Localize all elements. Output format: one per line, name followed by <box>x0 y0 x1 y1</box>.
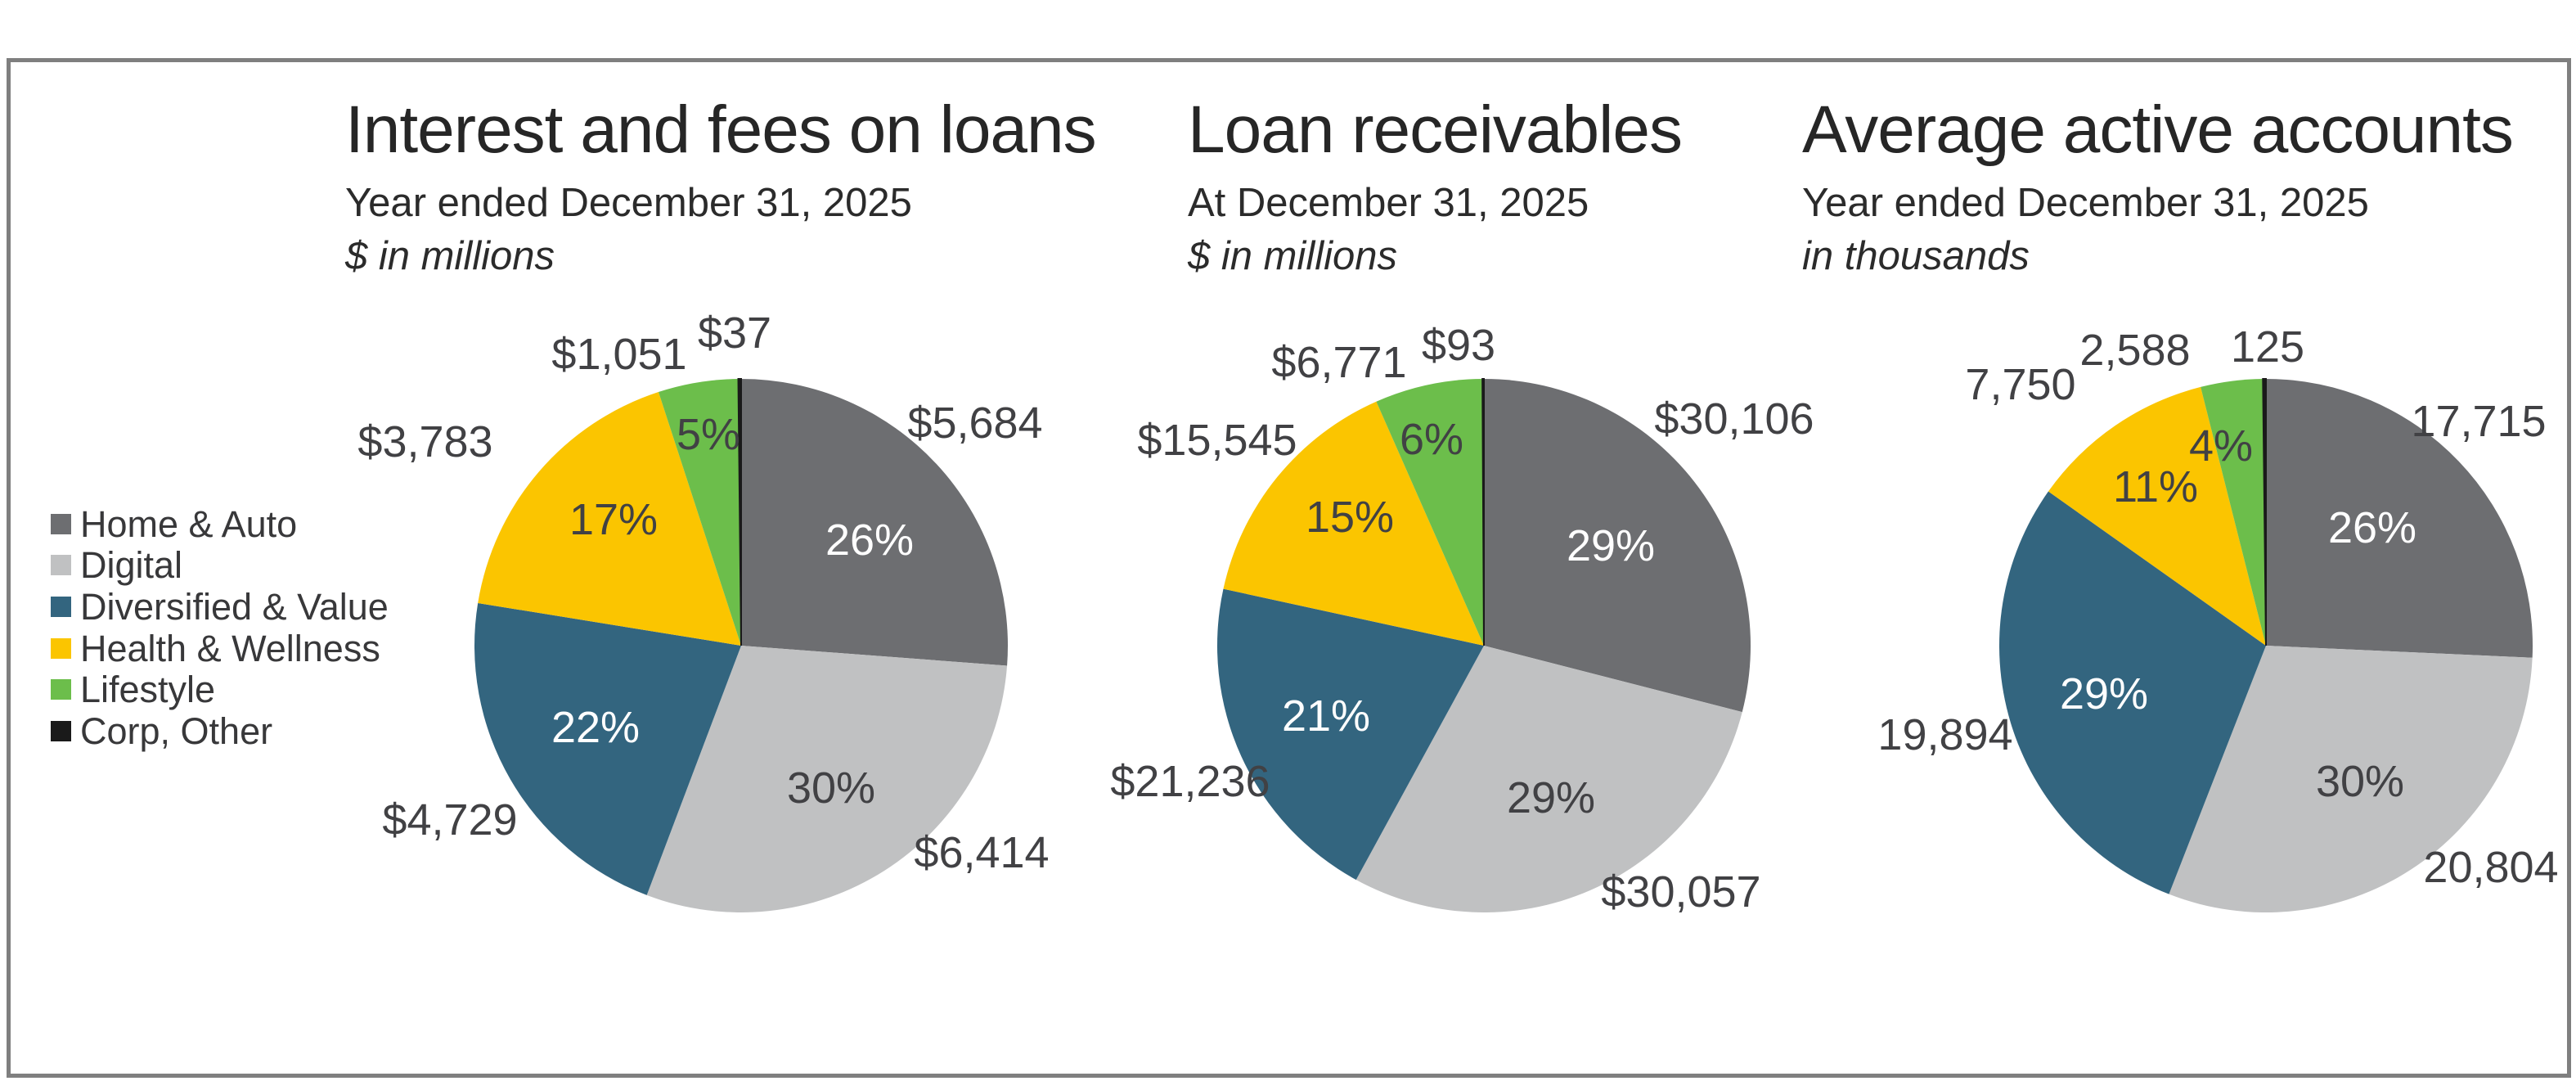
pie-slice-health-wellness <box>1223 401 1484 646</box>
chart-title: Interest and fees on loans <box>345 92 1097 167</box>
chart-unit-note: in thousands <box>1802 234 2030 278</box>
chart-title: Loan receivables <box>1188 92 1683 167</box>
pie-pct-label: 15% <box>1306 493 1394 542</box>
pie-chart-1: 29% 29% 21% 15%6% $30,106 $30,057 $21,236 $15,5… <box>1110 321 1814 917</box>
legend-item-health-wellness: Health & Wellness <box>51 628 389 669</box>
pie-slice-lifestyle <box>1376 379 1484 646</box>
pie-pct-label: 11% <box>2113 462 2198 511</box>
pie-value-label: $1,051 <box>551 330 686 379</box>
legend: Home & Auto Digital Diversified & Value Hea… <box>51 503 389 752</box>
pie-pct-label: 26% <box>2328 503 2416 552</box>
legend-label: Diversified & Value <box>80 585 389 628</box>
pie-pct-label: 26% <box>825 516 914 565</box>
pie-slice-lifestyle <box>2201 379 2266 646</box>
legend-swatch-icon <box>51 679 71 700</box>
pie-pct-label: 29% <box>1507 773 1595 822</box>
pie-value-label: $6,771 <box>1271 338 1406 387</box>
pie-slice-digital <box>646 646 1008 912</box>
legend-swatch-icon <box>51 596 71 617</box>
pie-value-label: $21,236 <box>1110 757 1270 806</box>
legend-swatch-icon <box>51 555 71 576</box>
pie-value-label: 17,715 <box>2411 397 2546 446</box>
pie-value-label: $3,783 <box>357 417 492 466</box>
legend-label: Lifestyle <box>80 669 216 711</box>
pie-pct-label: 22% <box>551 703 640 752</box>
pie-pct-label: 30% <box>787 763 875 813</box>
pie-value-label: $4,729 <box>382 795 517 845</box>
pie-chart-0: 26% 30% 22% 17% 5% $5,684 $6,414 $4,729 $3,783 $1… <box>357 309 1050 912</box>
pie-pct-label: 29% <box>1567 521 1655 570</box>
pie-value-label: $6,414 <box>914 828 1049 877</box>
pie-pct-label: 6% <box>1400 415 1463 464</box>
pie-value-label: 19,894 <box>1877 710 2012 759</box>
chart-header-interest-fees: Interest and fees on loans Year ended De… <box>345 92 1097 278</box>
pie-slice-corp-other <box>1481 377 1485 646</box>
pie-pct-label: 17% <box>569 495 658 544</box>
pie-value-label: $37 <box>698 309 771 358</box>
pie-value-label: $93 <box>1422 321 1495 370</box>
pie-slice-lifestyle <box>658 379 741 646</box>
pie-value-label: 2,588 <box>2079 326 2190 375</box>
pie-slice-home-auto <box>741 379 1008 666</box>
pie-value-label: $5,684 <box>907 399 1042 448</box>
legend-item-corp-other: Corp, Other <box>51 710 389 752</box>
pie-slice-diversified-value <box>1217 588 1484 881</box>
chart-header-loan-receivables: Loan receivables At December 31, 2025 $ … <box>1188 92 1683 278</box>
chart-header-average-accounts: Average active accounts Year ended Decem… <box>1802 92 2514 278</box>
legend-item-home-auto: Home & Auto <box>51 503 389 545</box>
chart-unit-note: $ in millions <box>1188 234 1397 278</box>
legend-item-lifestyle: Lifestyle <box>51 669 389 710</box>
pie-slice-digital <box>1355 646 1742 913</box>
pie-value-label: 7,750 <box>1965 360 2075 409</box>
pie-slice-corp-other <box>2262 377 2267 646</box>
legend-label: Home & Auto <box>80 502 298 545</box>
pie-value-label: 20,804 <box>2423 843 2558 892</box>
legend-swatch-icon <box>51 513 71 534</box>
chart-subtitle: Year ended December 31, 2025 <box>345 181 912 225</box>
pie-chart-2: 26% 30% 29% 11%4% 17,715 20,804 19,894 7,7502,5… <box>1877 322 2559 913</box>
pie-slice-diversified-value <box>474 602 741 895</box>
legend-item-digital: Digital <box>51 545 389 587</box>
pie-pct-label: 29% <box>2060 669 2148 718</box>
chart-title: Average active accounts <box>1802 92 2514 167</box>
pie-pct-label: 5% <box>677 410 740 459</box>
pie-slice-diversified-value <box>1998 491 2266 894</box>
pie-slice-corp-other <box>737 377 742 646</box>
pie-slice-digital <box>2169 646 2533 913</box>
chart-subtitle: At December 31, 2025 <box>1188 181 1589 225</box>
legend-swatch-icon <box>51 637 71 659</box>
legend-label: Health & Wellness <box>80 627 380 669</box>
pie-slice-health-wellness <box>2048 386 2266 646</box>
legend-label: Digital <box>80 544 183 587</box>
pie-value-label: $15,545 <box>1137 416 1297 465</box>
legend-swatch-icon <box>51 720 71 741</box>
pie-value-label: 125 <box>2231 322 2304 372</box>
pie-pct-label: 4% <box>2189 421 2253 471</box>
pie-value-label: $30,106 <box>1654 394 1814 444</box>
pie-value-label: $30,057 <box>1601 867 1760 917</box>
chart-unit-note: $ in millions <box>345 234 555 278</box>
legend-label: Corp, Other <box>80 709 273 752</box>
pie-slice-home-auto <box>1484 379 1751 713</box>
pie-pct-label: 30% <box>2316 757 2404 806</box>
legend-item-diversified-value: Diversified & Value <box>51 586 389 628</box>
chart-subtitle: Year ended December 31, 2025 <box>1802 181 2369 225</box>
pie-slice-health-wellness <box>478 392 741 646</box>
pie-slice-home-auto <box>2266 378 2533 658</box>
pie-pct-label: 21% <box>1282 691 1370 741</box>
